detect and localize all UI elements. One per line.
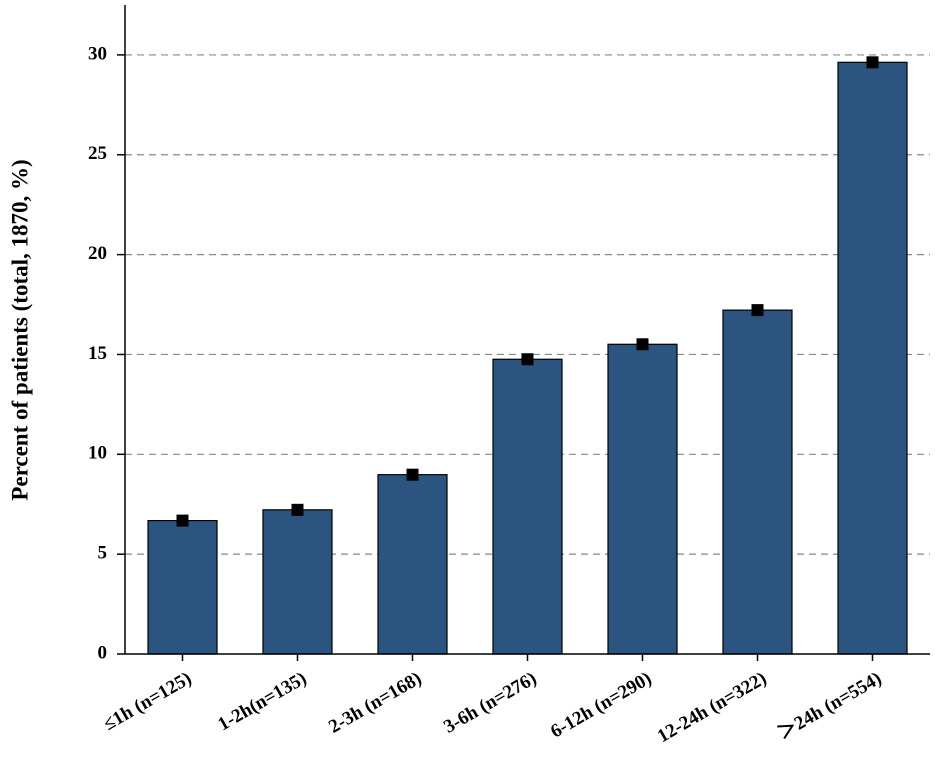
- y-tick-label: 30: [88, 43, 107, 64]
- x-tick-label: 2-3h (n=168): [325, 668, 425, 738]
- bar: [377, 474, 448, 655]
- bar: [722, 309, 793, 655]
- bar: [147, 520, 218, 655]
- x-tick-label: 12-24h (n=322): [654, 668, 770, 747]
- value-marker: [291, 503, 304, 516]
- x-tick-label: 6-12h (n=290): [547, 668, 655, 743]
- x-tick-label: ＞24h (n=554): [774, 668, 885, 744]
- bar: [607, 343, 678, 655]
- x-tick-label: 3-6h (n=276): [440, 668, 540, 738]
- y-tick-label: 10: [88, 443, 107, 464]
- y-tick-label: 25: [88, 143, 107, 164]
- y-tick-label: 20: [88, 243, 107, 264]
- value-marker: [406, 468, 419, 481]
- value-marker: [636, 338, 649, 351]
- y-tick-label: 5: [98, 543, 108, 564]
- bar: [492, 358, 563, 655]
- value-marker: [521, 353, 534, 366]
- y-axis-label: Percent of patients (total, 1870, %): [7, 159, 32, 500]
- x-tick-label: ≤1h (n=125): [100, 668, 195, 735]
- value-marker: [866, 56, 879, 69]
- bar: [837, 61, 908, 655]
- y-tick-label: 15: [88, 343, 107, 364]
- bar: [262, 509, 333, 655]
- y-tick-label: 0: [98, 642, 108, 663]
- value-marker: [751, 304, 764, 317]
- x-tick-label: 1-2h(n=135): [214, 668, 310, 735]
- value-marker: [176, 514, 189, 527]
